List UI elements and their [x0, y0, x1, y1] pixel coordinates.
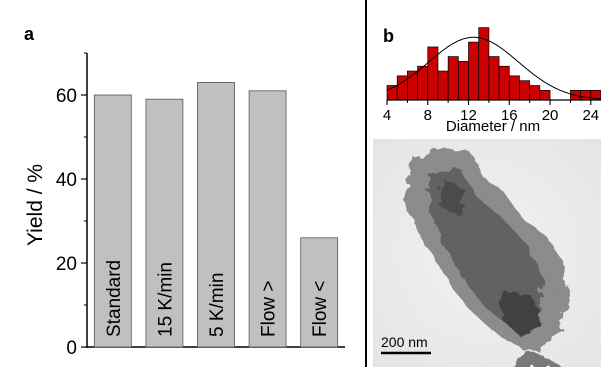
histogram-bar: [580, 90, 592, 101]
y-tick-label: 40: [56, 170, 77, 191]
histogram-bar: [417, 65, 429, 101]
y-tick-label: 60: [56, 86, 77, 107]
histogram-bar: [519, 80, 531, 101]
histogram-bar: [539, 90, 551, 101]
category-label: Flow >: [259, 281, 280, 338]
category-label: Standard: [104, 260, 125, 337]
histogram-bar: [437, 70, 449, 101]
scale-bar-label: 200 nm: [381, 334, 428, 350]
y-tick-label: 0: [66, 338, 77, 359]
category-label: Flow <: [310, 281, 331, 338]
bar: [145, 98, 184, 348]
histogram-bar: [508, 75, 520, 101]
y-axis-label: Yield / %: [24, 164, 47, 246]
x-tick-label: 8: [424, 107, 432, 124]
bars-a: Standard 15 K/min 5 K/min Flow > Flow <: [93, 82, 339, 348]
x-tick-label: 4: [383, 107, 391, 124]
histogram-bar: [447, 56, 459, 101]
histogram-bar: [529, 85, 541, 101]
histogram-bar: [488, 56, 500, 101]
x-tick-label: 24: [582, 107, 599, 124]
panel-divider: [365, 0, 367, 367]
bar: [93, 94, 132, 348]
histogram-bar: [468, 41, 480, 101]
tem-micrograph: 200 nm: [373, 139, 601, 367]
bar: [300, 237, 339, 348]
category-label: 5 K/min: [207, 273, 228, 337]
category-label: 15 K/min: [155, 262, 176, 337]
panel-label-b: b: [383, 26, 394, 46]
bar: [248, 90, 287, 348]
bars-b: [386, 27, 601, 101]
x-tick-label: 12: [460, 107, 477, 124]
x-tick-label: 16: [501, 107, 518, 124]
histogram-bar: [457, 61, 469, 101]
histogram-bar: [427, 46, 439, 101]
panel-label-a: a: [24, 24, 35, 44]
x-axis-label-b: Diameter / nm: [446, 118, 540, 135]
diameter-histogram: b 4 8 12 16 20 24 Diameter / nm: [383, 26, 601, 135]
y-ticks-a: 0 20 40 60: [56, 52, 87, 359]
bar: [197, 82, 235, 348]
yield-bar-chart: a Standard 15 K/min 5 K/min Flow > Flow < 0 2…: [24, 24, 345, 359]
histogram-bar: [498, 65, 510, 101]
y-tick-label: 20: [56, 254, 77, 275]
gaussian-fit-curve: [386, 36, 601, 100]
x-ticks-b: 4 8 12 16 20 24: [383, 100, 599, 124]
x-tick-label: 20: [542, 107, 559, 124]
